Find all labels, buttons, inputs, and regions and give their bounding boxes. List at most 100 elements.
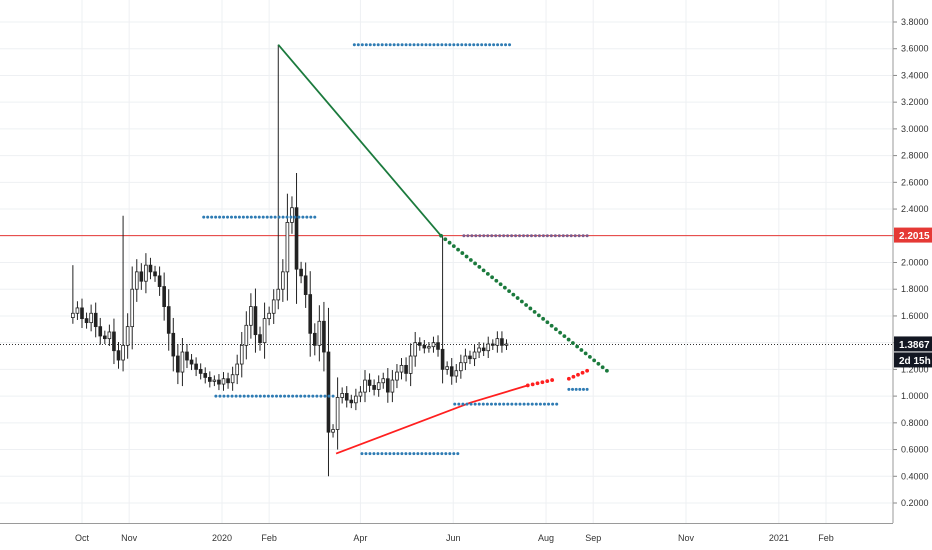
candle-body xyxy=(176,355,180,373)
dotted-level-dot xyxy=(360,452,364,456)
dotted-level-dot xyxy=(522,402,526,406)
dotted-level-dot xyxy=(537,234,541,238)
candle-body xyxy=(217,379,221,385)
x-tick-label: Oct xyxy=(75,533,90,543)
time-axis[interactable]: Oct Nov 2020 Feb Apr Jun Aug Sep Nov 2021 Feb xyxy=(0,523,893,544)
dotted-projection-dot xyxy=(524,303,529,307)
candle-body xyxy=(125,326,130,346)
candle-body xyxy=(276,288,281,301)
dotted-level-dot xyxy=(466,234,470,238)
candle-body xyxy=(294,207,299,270)
dotted-level-dot xyxy=(352,43,356,47)
dotted-level-dot xyxy=(283,394,287,398)
y-tick-label: 2.6000 xyxy=(901,177,929,187)
dotted-projection-dot xyxy=(515,296,520,300)
candle-body xyxy=(326,351,331,433)
candle-body xyxy=(413,342,418,357)
dotted-projection-dot xyxy=(545,379,550,384)
dotted-level-dot xyxy=(404,43,408,47)
x-tick-label: Nov xyxy=(121,533,138,543)
dotted-level-dot xyxy=(293,215,297,219)
dotted-projection-dot xyxy=(600,365,605,370)
last-price-tag-box xyxy=(894,336,932,352)
dotted-level-dot xyxy=(476,43,480,47)
dotted-level-dot xyxy=(234,394,238,398)
dotted-projection-dot xyxy=(587,354,592,359)
candle-body xyxy=(89,312,93,324)
horizontal-levels xyxy=(0,235,893,345)
candle-body xyxy=(340,393,344,398)
uptrend-line[interactable] xyxy=(335,384,529,455)
candle-body xyxy=(299,268,303,277)
dotted-level-dot xyxy=(408,452,412,456)
candle-body xyxy=(386,378,390,393)
dotted-level-dot xyxy=(218,215,222,219)
dotted-level-dot xyxy=(261,215,265,219)
dotted-level-dot xyxy=(299,394,303,398)
dotted-level-dot xyxy=(400,452,404,456)
candle-body xyxy=(504,343,509,346)
dotted-level-dot xyxy=(452,43,456,47)
dotted-projection-dot xyxy=(507,289,512,294)
candle-body xyxy=(358,391,363,397)
dotted-level-dot xyxy=(482,234,486,238)
dotted-level-dot xyxy=(468,43,472,47)
downtrend-line[interactable] xyxy=(277,44,442,237)
y-tick-label: 2.0000 xyxy=(901,258,929,268)
dotted-level-dot xyxy=(368,43,372,47)
candle-body xyxy=(472,351,477,360)
price-axis[interactable]: 0.20000.40000.60000.80001.00001.20001.40… xyxy=(892,0,929,523)
dotted-level-dot xyxy=(250,394,254,398)
candle-body xyxy=(404,364,408,374)
dotted-projection-dot xyxy=(540,380,545,385)
dotted-projection-dot xyxy=(580,370,585,375)
dotted-level-dot xyxy=(241,215,245,219)
candle-body xyxy=(312,332,317,346)
dotted-level-dot xyxy=(274,394,278,398)
dotted-level-dot xyxy=(364,43,368,47)
dotted-level-dot xyxy=(245,215,249,219)
dotted-level-dot xyxy=(380,43,384,47)
dotted-level-dot xyxy=(486,234,490,238)
y-tick-label: 2.8000 xyxy=(901,151,929,161)
dotted-projection-dot xyxy=(576,372,580,377)
candle-body xyxy=(226,378,230,384)
dotted-level-dot xyxy=(553,234,557,238)
dotted-level-dot xyxy=(266,394,270,398)
candle-body xyxy=(134,271,139,290)
dotted-projection-dot xyxy=(468,258,473,262)
dotted-level-dot xyxy=(542,402,546,406)
dotted-level-dot xyxy=(364,452,368,456)
dotted-level-dot xyxy=(400,43,404,47)
dotted-level-dot xyxy=(428,43,432,47)
dotted-level-dot xyxy=(573,234,577,238)
dotted-level-dot xyxy=(396,452,400,456)
dotted-projection-dot xyxy=(541,316,546,321)
dotted-level-dot xyxy=(408,43,412,47)
dotted-level-dot xyxy=(460,43,464,47)
candle-body xyxy=(189,359,194,365)
dotted-projection-dot xyxy=(575,344,580,349)
dotted-projection-dot xyxy=(570,341,575,345)
candle-body xyxy=(258,334,262,344)
candle-body xyxy=(500,338,504,346)
dotted-level-dot xyxy=(522,234,526,238)
dotted-level-dot xyxy=(478,234,482,238)
dotted-level-dot xyxy=(585,234,589,238)
dotted-level-dot xyxy=(424,43,428,47)
candle-body xyxy=(148,264,153,273)
dotted-level-dot xyxy=(481,402,485,406)
dotted-level-dot xyxy=(453,402,457,406)
candle-body xyxy=(71,312,75,319)
candle-body xyxy=(130,288,135,328)
dotted-level-dot xyxy=(428,452,432,456)
y-tick-label: 1.2000 xyxy=(901,364,929,374)
dotted-level-dot xyxy=(494,234,498,238)
dotted-level-dot xyxy=(448,452,452,456)
x-tick-label: Feb xyxy=(818,533,834,543)
dotted-level-dot xyxy=(538,402,542,406)
candle-body xyxy=(422,344,427,349)
dotted-level-dot xyxy=(506,402,510,406)
dotted-level-dot xyxy=(525,234,529,238)
